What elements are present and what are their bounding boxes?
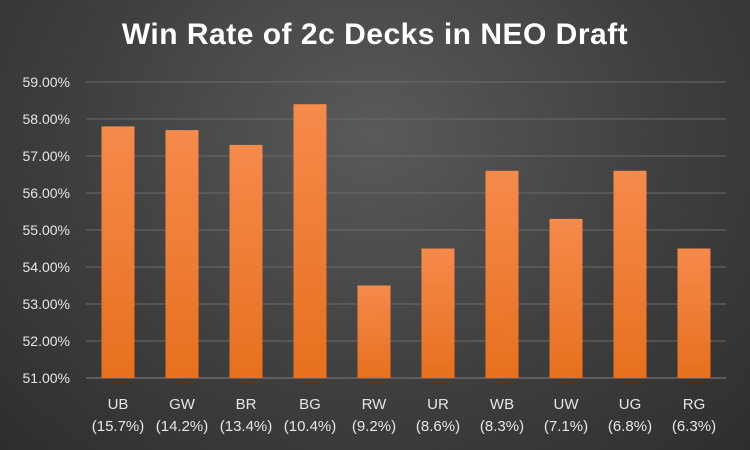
bar-bg — [293, 104, 327, 378]
bar-gw — [165, 130, 199, 378]
x-category-label: GW — [169, 396, 196, 413]
y-tick-label: 59.00% — [23, 74, 70, 90]
y-axis-ticks: 51.00% 52.00% 53.00% 54.00% 55.00% 56.00% 57.0… — [23, 74, 70, 386]
x-category-label: WB — [490, 396, 514, 413]
y-tick-label: 53.00% — [23, 296, 70, 312]
y-tick-label: 51.00% — [23, 370, 70, 386]
bar-ug — [613, 170, 647, 378]
x-category-label: UG — [619, 396, 642, 413]
bar-rg — [677, 248, 711, 378]
x-category-sublabel: (15.7%) — [92, 418, 145, 435]
x-category-sublabel: (13.4%) — [220, 418, 273, 435]
x-category-sublabel: (8.6%) — [416, 418, 460, 435]
bar-ub — [101, 126, 135, 379]
chart-title: Win Rate of 2c Decks in NEO Draft — [121, 18, 629, 51]
y-tick-label: 58.00% — [23, 111, 70, 127]
x-category-label: UB — [108, 396, 129, 413]
x-category-sublabel: (14.2%) — [156, 418, 209, 435]
x-category-label: BR — [236, 396, 257, 413]
x-category-sublabel: (7.1%) — [544, 418, 588, 435]
x-axis-labels: UB (15.7%) GW (14.2%) BR (13.4%) BG (10.4%) RW (9… — [92, 396, 716, 435]
x-category-sublabel: (8.3%) — [480, 418, 524, 435]
x-category-label: RG — [683, 396, 706, 413]
x-category-label: UR — [427, 396, 449, 413]
y-tick-label: 54.00% — [23, 259, 70, 275]
x-category-sublabel: (9.2%) — [352, 418, 396, 435]
bar-br — [229, 144, 263, 378]
y-tick-label: 57.00% — [23, 148, 70, 164]
x-category-sublabel: (10.4%) — [284, 418, 337, 435]
x-category-sublabel: (6.3%) — [672, 418, 716, 435]
x-category-label: RW — [362, 396, 388, 413]
bar-wb — [485, 170, 519, 378]
bar-rw — [357, 285, 391, 378]
x-category-sublabel: (6.8%) — [608, 418, 652, 435]
bar-ur — [421, 248, 455, 378]
x-category-label: UW — [554, 396, 580, 413]
y-tick-label: 55.00% — [23, 222, 70, 238]
bars — [101, 104, 711, 379]
bar-uw — [549, 218, 583, 378]
y-tick-label: 52.00% — [23, 333, 70, 349]
y-tick-label: 56.00% — [23, 185, 70, 201]
x-category-label: BG — [299, 396, 321, 413]
